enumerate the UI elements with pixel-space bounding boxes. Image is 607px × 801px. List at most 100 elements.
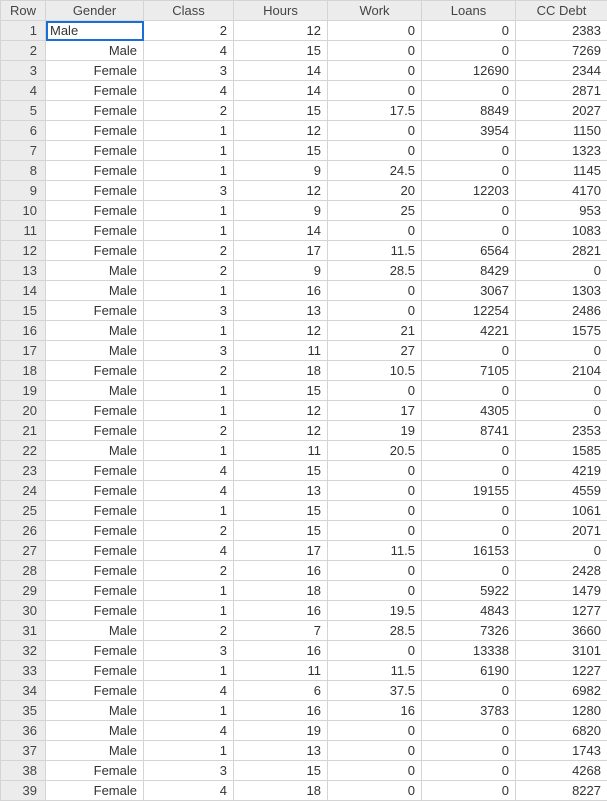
- data-cell[interactable]: Male: [46, 41, 144, 61]
- data-cell[interactable]: 13338: [422, 641, 516, 661]
- data-cell[interactable]: 0: [328, 301, 422, 321]
- data-cell[interactable]: 17: [328, 401, 422, 421]
- data-cell[interactable]: Female: [46, 301, 144, 321]
- row-number-cell[interactable]: 4: [1, 81, 46, 101]
- data-cell[interactable]: 37.5: [328, 681, 422, 701]
- data-cell[interactable]: 4170: [516, 181, 607, 201]
- row-number-cell[interactable]: 22: [1, 441, 46, 461]
- data-cell[interactable]: 3101: [516, 641, 607, 661]
- data-cell[interactable]: 0: [328, 221, 422, 241]
- data-cell[interactable]: 28.5: [328, 261, 422, 281]
- data-cell[interactable]: 0: [422, 681, 516, 701]
- row-number-cell[interactable]: 37: [1, 741, 46, 761]
- data-cell[interactable]: Male: [46, 21, 144, 41]
- data-cell[interactable]: 7326: [422, 621, 516, 641]
- row-number-cell[interactable]: 29: [1, 581, 46, 601]
- data-cell[interactable]: 12: [234, 121, 328, 141]
- data-cell[interactable]: 0: [328, 21, 422, 41]
- data-cell[interactable]: 0: [422, 501, 516, 521]
- data-cell[interactable]: 27: [328, 341, 422, 361]
- data-cell[interactable]: Female: [46, 561, 144, 581]
- data-cell[interactable]: Female: [46, 761, 144, 781]
- data-cell[interactable]: Female: [46, 161, 144, 181]
- data-cell[interactable]: 12: [234, 401, 328, 421]
- data-cell[interactable]: 2428: [516, 561, 607, 581]
- data-cell[interactable]: Female: [46, 61, 144, 81]
- row-number-cell[interactable]: 35: [1, 701, 46, 721]
- data-cell[interactable]: Female: [46, 521, 144, 541]
- data-cell[interactable]: 1: [144, 281, 234, 301]
- data-cell[interactable]: 4559: [516, 481, 607, 501]
- data-cell[interactable]: 19: [328, 421, 422, 441]
- data-cell[interactable]: 12690: [422, 61, 516, 81]
- row-number-cell[interactable]: 6: [1, 121, 46, 141]
- data-cell[interactable]: 1743: [516, 741, 607, 761]
- data-cell[interactable]: Male: [46, 381, 144, 401]
- row-number-cell[interactable]: 28: [1, 561, 46, 581]
- data-cell[interactable]: 6820: [516, 721, 607, 741]
- data-cell[interactable]: Female: [46, 81, 144, 101]
- data-cell[interactable]: 17: [234, 241, 328, 261]
- data-cell[interactable]: 1227: [516, 661, 607, 681]
- data-cell[interactable]: 0: [328, 61, 422, 81]
- data-cell[interactable]: 12: [234, 421, 328, 441]
- data-cell[interactable]: 2486: [516, 301, 607, 321]
- data-cell[interactable]: 4: [144, 541, 234, 561]
- data-cell[interactable]: 7105: [422, 361, 516, 381]
- data-cell[interactable]: 0: [422, 761, 516, 781]
- data-cell[interactable]: Male: [46, 321, 144, 341]
- data-cell[interactable]: 13: [234, 481, 328, 501]
- row-number-cell[interactable]: 8: [1, 161, 46, 181]
- data-cell[interactable]: 3: [144, 761, 234, 781]
- data-cell[interactable]: 9: [234, 261, 328, 281]
- data-spreadsheet[interactable]: Row Gender Class Hours Work Loans CC Deb…: [0, 0, 607, 801]
- data-cell[interactable]: 1083: [516, 221, 607, 241]
- data-cell[interactable]: 0: [328, 281, 422, 301]
- data-cell[interactable]: 1585: [516, 441, 607, 461]
- row-number-cell[interactable]: 17: [1, 341, 46, 361]
- data-cell[interactable]: 1: [144, 121, 234, 141]
- data-cell[interactable]: Female: [46, 401, 144, 421]
- row-number-cell[interactable]: 14: [1, 281, 46, 301]
- data-cell[interactable]: 13: [234, 301, 328, 321]
- data-cell[interactable]: 16: [234, 601, 328, 621]
- data-cell[interactable]: 1: [144, 401, 234, 421]
- data-cell[interactable]: Female: [46, 581, 144, 601]
- data-cell[interactable]: 0: [328, 381, 422, 401]
- row-number-cell[interactable]: 23: [1, 461, 46, 481]
- data-cell[interactable]: 11.5: [328, 661, 422, 681]
- row-number-cell[interactable]: 7: [1, 141, 46, 161]
- data-cell[interactable]: 9: [234, 201, 328, 221]
- data-cell[interactable]: 1: [144, 141, 234, 161]
- data-cell[interactable]: 14: [234, 61, 328, 81]
- row-number-cell[interactable]: 30: [1, 601, 46, 621]
- col-header-class[interactable]: Class: [144, 1, 234, 21]
- data-cell[interactable]: Male: [46, 741, 144, 761]
- row-number-cell[interactable]: 19: [1, 381, 46, 401]
- data-cell[interactable]: 16: [328, 701, 422, 721]
- data-cell[interactable]: 4843: [422, 601, 516, 621]
- col-header-loans[interactable]: Loans: [422, 1, 516, 21]
- data-cell[interactable]: 0: [422, 381, 516, 401]
- data-cell[interactable]: 25: [328, 201, 422, 221]
- data-cell[interactable]: 12: [234, 321, 328, 341]
- row-number-cell[interactable]: 36: [1, 721, 46, 741]
- data-cell[interactable]: 15: [234, 101, 328, 121]
- data-cell[interactable]: 1479: [516, 581, 607, 601]
- data-cell[interactable]: 1: [144, 701, 234, 721]
- row-number-cell[interactable]: 31: [1, 621, 46, 641]
- data-cell[interactable]: 0: [422, 161, 516, 181]
- data-cell[interactable]: 0: [328, 41, 422, 61]
- data-cell[interactable]: Male: [46, 701, 144, 721]
- data-cell[interactable]: 1575: [516, 321, 607, 341]
- data-cell[interactable]: 16153: [422, 541, 516, 561]
- data-cell[interactable]: 12203: [422, 181, 516, 201]
- data-cell[interactable]: 12: [234, 181, 328, 201]
- row-number-cell[interactable]: 18: [1, 361, 46, 381]
- data-cell[interactable]: 1: [144, 161, 234, 181]
- col-header-work[interactable]: Work: [328, 1, 422, 21]
- row-number-cell[interactable]: 2: [1, 41, 46, 61]
- data-cell[interactable]: 19: [234, 721, 328, 741]
- data-cell[interactable]: 2: [144, 561, 234, 581]
- data-cell[interactable]: Male: [46, 261, 144, 281]
